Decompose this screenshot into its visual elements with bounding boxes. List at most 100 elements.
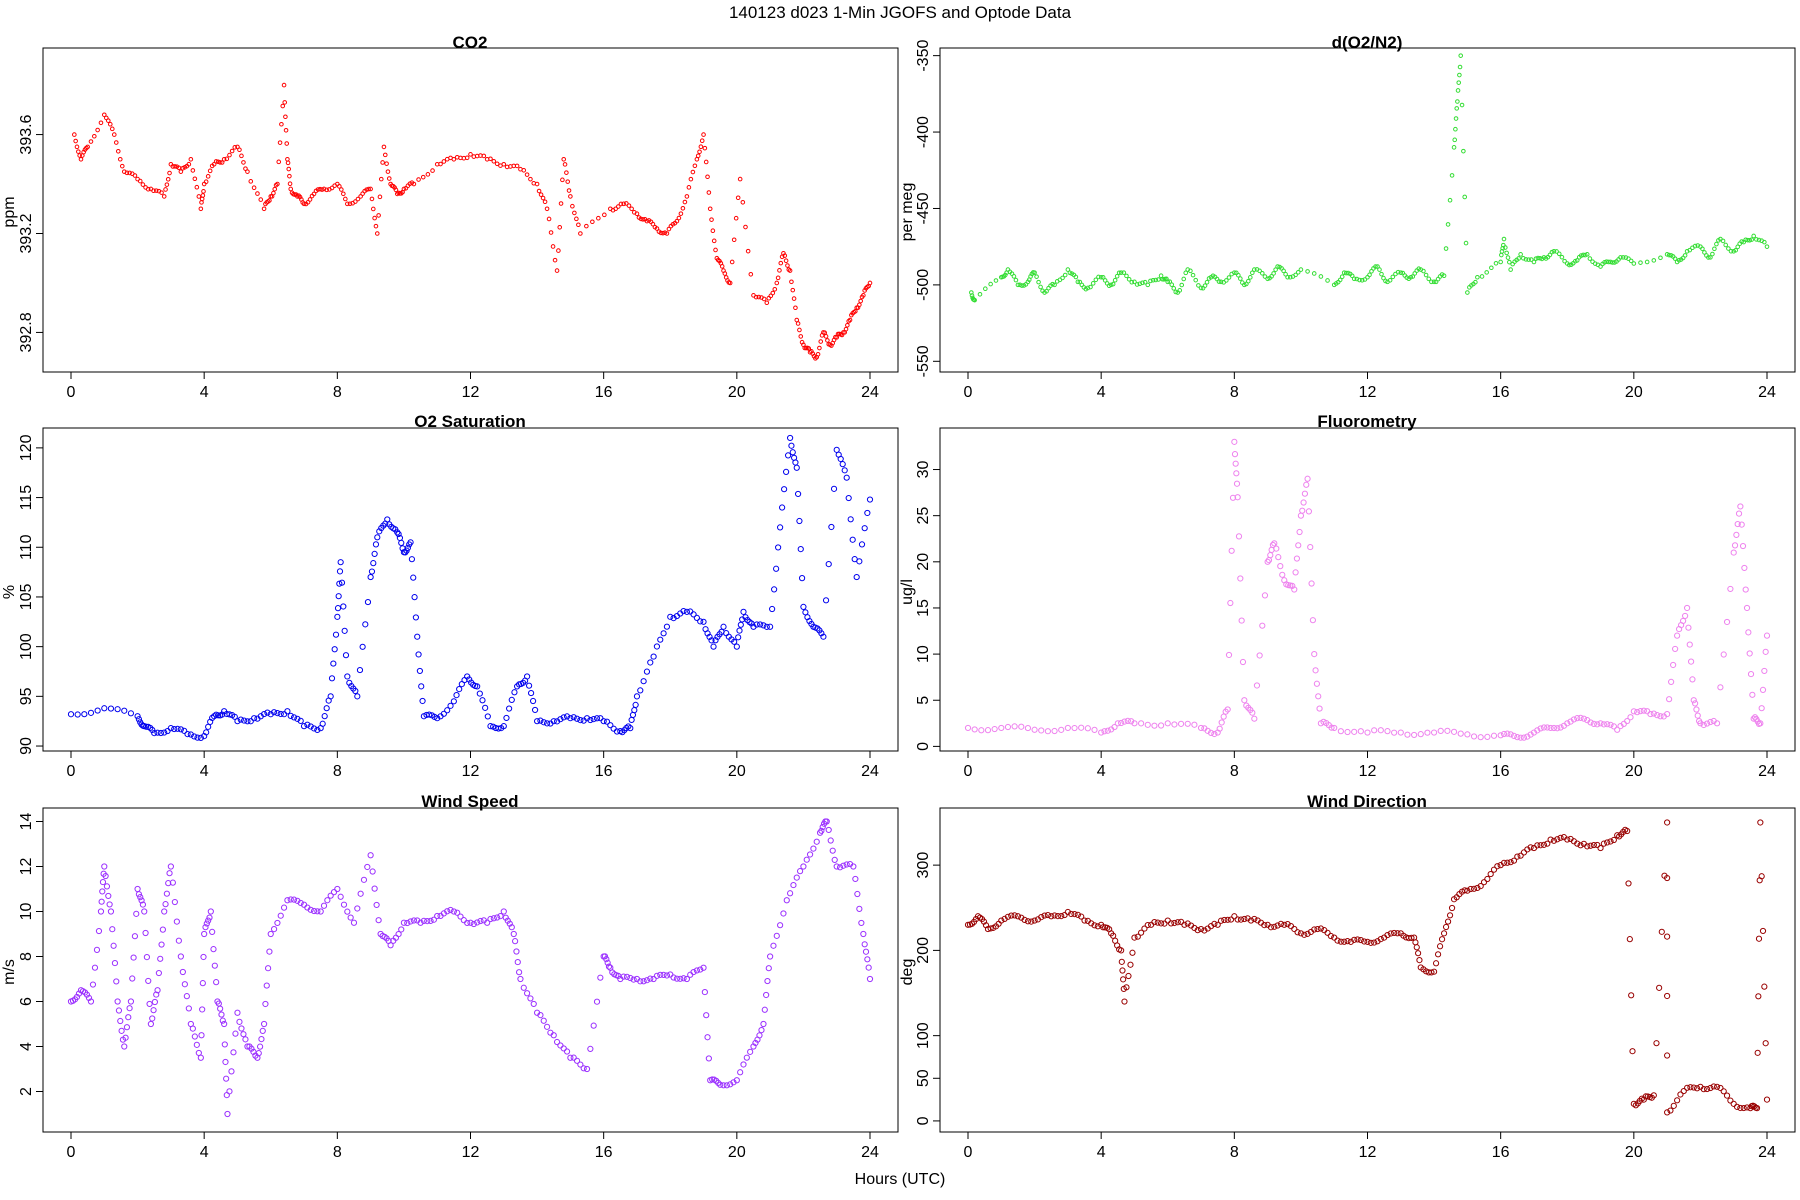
fluor-point-26 <box>1430 729 1438 736</box>
fluor-point-7-3 <box>1184 720 1191 727</box>
do2n2-point-48-4 <box>1507 259 1512 265</box>
co2-point-54 <box>654 226 660 231</box>
fluor-point-7-2 <box>1177 720 1185 727</box>
wspd-point-30 <box>317 908 324 915</box>
do2n2-point-33-3 <box>1359 277 1365 283</box>
o2sat-point-32 <box>474 683 481 690</box>
co2-point-57-3 <box>690 169 696 175</box>
wspd-point-63-2 <box>790 881 797 889</box>
co2-point-77-3 <box>845 322 850 328</box>
do2n2-point-21-3 <box>1204 279 1210 285</box>
wspd-point-56-4 <box>705 1055 712 1062</box>
o2sat-point-41 <box>600 718 607 725</box>
do2n2-point-53-4 <box>1562 258 1567 264</box>
wdir-point-32-1 <box>1432 960 1440 967</box>
o2sat-point-61-4 <box>841 467 848 474</box>
wspd-point-68-2 <box>854 890 861 898</box>
wdir-point-11-1 <box>1118 958 1125 965</box>
o2sat-point-39-2 <box>573 715 581 722</box>
do2n2-point-1-3 <box>988 281 993 287</box>
o2sat-point-14-2 <box>307 723 314 730</box>
o2sat-point-21-2 <box>370 560 377 567</box>
o2sat-point-40-4 <box>597 715 604 722</box>
o2sat-point-54-4 <box>775 544 782 551</box>
o2sat-point-34-4 <box>511 689 518 696</box>
do2n2-point-26-3 <box>1259 271 1265 276</box>
o2sat-point-49 <box>710 643 717 650</box>
o2sat-point-5 <box>167 725 174 732</box>
wdir-point-47-1 <box>1642 1093 1649 1100</box>
do2n2-point-48-1 <box>1503 245 1508 250</box>
wspd-point-40 <box>467 919 474 926</box>
co2-point-70-2 <box>797 327 802 333</box>
fluor-xtick-label-2: 8 <box>1230 763 1239 780</box>
wdir-point-19-2 <box>1237 916 1245 923</box>
wspd-ytick-label-6: 14 <box>18 813 35 831</box>
co2-point-56-4 <box>682 199 688 205</box>
o2sat-point-19-4 <box>352 687 359 695</box>
wspd-point-19 <box>207 908 214 915</box>
co2-point-41-2 <box>491 159 497 164</box>
do2n2-point-53-2 <box>1556 251 1562 257</box>
o2sat-point-13-3 <box>294 715 301 722</box>
fluor-point-18 <box>1291 586 1298 593</box>
fluor-point-20-2 <box>1307 543 1314 551</box>
co2-point-33-4 <box>386 176 392 181</box>
wspd-point-10-1 <box>142 929 149 937</box>
wspd-point-37-1 <box>420 917 427 924</box>
wspd-ytick-label-1: 4 <box>18 1042 35 1051</box>
fluor-point-44-2 <box>1733 531 1740 538</box>
wspd-point-8-2 <box>130 954 137 961</box>
wdir-point-42-3 <box>1590 841 1597 849</box>
fluor-point-3-4 <box>1091 726 1098 733</box>
fluor-point-46-4 <box>1749 691 1756 698</box>
o2sat-point-54 <box>767 623 774 630</box>
do2n2-point-44-1 <box>1459 102 1465 108</box>
co2-point-39-4 <box>464 155 470 161</box>
do2n2-point-11-2 <box>1090 281 1096 286</box>
wspd-point-67-1 <box>836 864 844 871</box>
co2-point-61-4 <box>719 264 725 269</box>
wspd-point-23-1 <box>236 1018 243 1025</box>
co2-point-5-2 <box>127 170 132 176</box>
wspd-point-58-3 <box>727 1081 734 1088</box>
co2-xtick-label-0: 0 <box>67 384 76 401</box>
wspd-point-67 <box>833 863 840 870</box>
o2sat-point-26-2 <box>410 574 417 581</box>
wdir-point-28-4 <box>1394 930 1401 937</box>
wdir-point-43 <box>1597 844 1604 852</box>
o2sat-point-33-3 <box>495 725 502 732</box>
co2-point-52-3 <box>640 217 646 222</box>
wdir-point-49-1 <box>1664 874 1671 882</box>
wdir-point-40 <box>1547 836 1554 843</box>
o2sat-point-45-2 <box>657 636 664 643</box>
co2-point-64-4 <box>748 272 754 277</box>
fluor-point-41 <box>1690 697 1697 704</box>
o2sat-ytick-label-1: 95 <box>18 687 35 705</box>
wdir-point-57-4 <box>1762 1040 1769 1047</box>
co2-point-56-1 <box>676 215 682 221</box>
co2-point-3-2 <box>105 118 111 123</box>
wspd-point-63-1 <box>787 890 794 897</box>
do2n2-point-20-1 <box>1188 268 1193 274</box>
wdir-point-37-4 <box>1510 857 1518 864</box>
wdir-point-21-1 <box>1267 924 1275 931</box>
do2n2-point-14-2 <box>1124 273 1129 279</box>
wdir-xtick-label-6: 24 <box>1758 1144 1776 1161</box>
wdir-point-51 <box>1680 1087 1687 1095</box>
do2n2-point-28-4 <box>1283 271 1288 277</box>
wspd-point-65-2 <box>819 823 826 831</box>
fluor-point-9-1 <box>1216 725 1223 732</box>
fluor-point-31-3 <box>1557 724 1564 731</box>
co2-point-71-4 <box>806 346 812 351</box>
do2n2-point-39-4 <box>1429 279 1434 285</box>
wspd-point-48-2 <box>590 1022 597 1029</box>
co2-point-8 <box>161 194 167 199</box>
wspd-point-23-3 <box>240 1031 247 1038</box>
o2sat-point-45-1 <box>653 643 661 650</box>
wspd-point-46-3 <box>560 1045 567 1052</box>
